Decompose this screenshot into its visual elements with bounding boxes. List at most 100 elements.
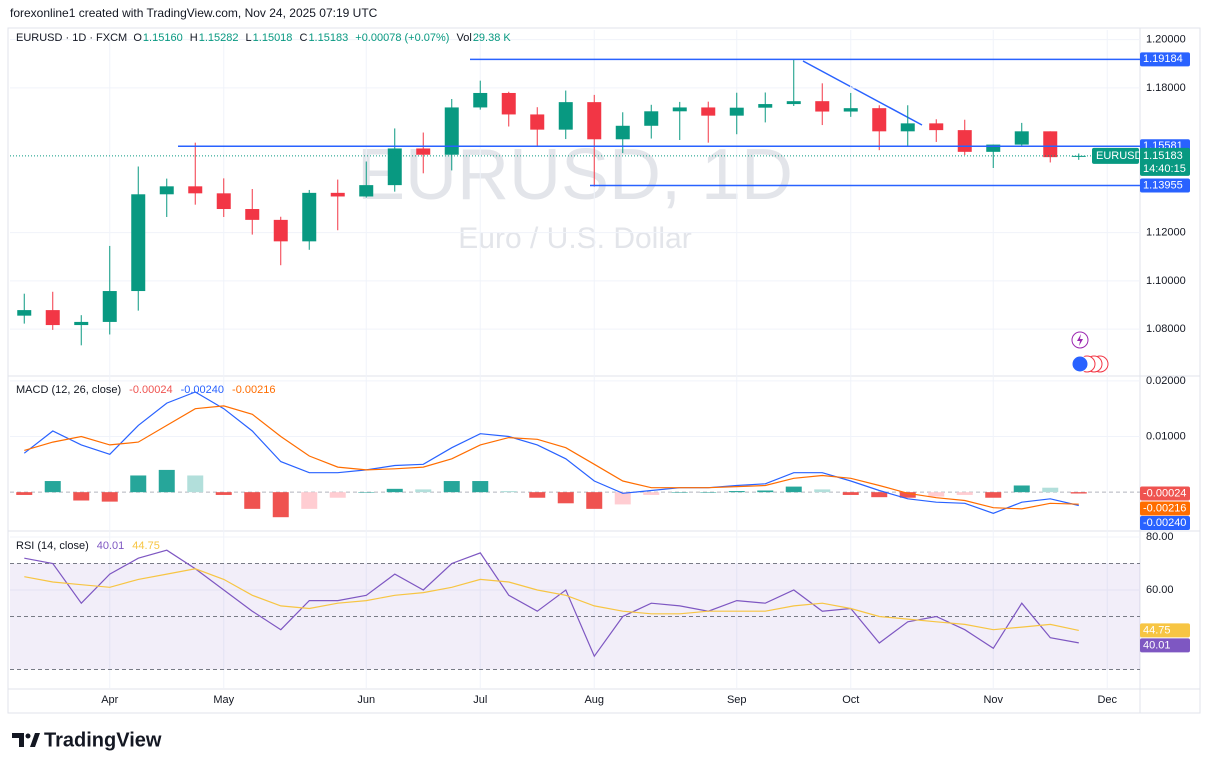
legend-label: L bbox=[245, 32, 252, 44]
candle-body bbox=[45, 310, 60, 326]
histogram-bar bbox=[500, 491, 517, 493]
series-last-label: -0.00024 bbox=[1143, 487, 1186, 499]
candle-body bbox=[1014, 131, 1029, 145]
candle-body bbox=[986, 144, 1001, 152]
histogram-bar bbox=[358, 492, 375, 493]
last-price-label: 1.15183 bbox=[1143, 150, 1183, 162]
histogram-bar bbox=[586, 492, 603, 509]
candle-body bbox=[1043, 131, 1058, 158]
histogram-bar bbox=[158, 469, 175, 493]
candle-body bbox=[615, 125, 630, 140]
legend-label: Vol bbox=[456, 32, 472, 44]
candle-body bbox=[302, 192, 317, 242]
histogram-bar bbox=[272, 492, 289, 518]
histogram-bar bbox=[244, 492, 261, 509]
histogram-bar bbox=[557, 492, 574, 504]
series-last-label: -0.00240 bbox=[1143, 517, 1186, 529]
legend-value: 1.15160 bbox=[142, 32, 183, 44]
candle-body bbox=[558, 102, 573, 130]
logo-mark bbox=[25, 733, 31, 739]
logo-text: TradingView bbox=[44, 729, 162, 751]
candle-body bbox=[672, 107, 687, 112]
histogram-bar bbox=[785, 486, 802, 493]
histogram-bar bbox=[956, 492, 973, 495]
histogram-bar bbox=[130, 475, 147, 493]
legend-change: +0.00078 (+0.07%) bbox=[355, 32, 450, 44]
hline-label-box bbox=[1140, 178, 1190, 193]
indicator-value: -0.00240 bbox=[181, 384, 224, 396]
symbol: EURUSD · 1D · FXCM bbox=[16, 32, 128, 44]
x-tick-label: Oct bbox=[842, 694, 859, 706]
x-tick-label: Apr bbox=[101, 694, 118, 706]
histogram-bar bbox=[671, 492, 688, 493]
watermark-symbol: EURUSD, 1D bbox=[357, 135, 793, 215]
series-last-label-box bbox=[1140, 638, 1190, 653]
candle-body bbox=[786, 101, 801, 105]
candle-body bbox=[501, 92, 516, 115]
last-price-box bbox=[1140, 147, 1190, 176]
candle-body bbox=[929, 123, 944, 131]
y-tick-label: 0.02000 bbox=[1146, 375, 1186, 387]
x-tick-label: Dec bbox=[1097, 694, 1117, 706]
chart-frame bbox=[7, 27, 1201, 714]
event-icon[interactable] bbox=[1071, 355, 1089, 373]
x-tick-label: Sep bbox=[727, 694, 747, 706]
candle-body bbox=[729, 107, 744, 116]
candle-body bbox=[815, 101, 830, 112]
histogram-bar bbox=[187, 475, 204, 493]
candle-body bbox=[74, 321, 89, 326]
candle-body bbox=[102, 291, 117, 322]
histogram-bar bbox=[215, 492, 232, 495]
attribution: forexonline1 created with TradingView.co… bbox=[10, 6, 378, 20]
trend-line bbox=[802, 60, 923, 126]
candle-body bbox=[701, 107, 716, 116]
histogram-bar bbox=[842, 492, 859, 495]
candle-body bbox=[188, 186, 203, 194]
histogram-bar bbox=[443, 481, 460, 493]
histogram-bar bbox=[899, 492, 916, 498]
histogram-bar bbox=[757, 490, 774, 493]
candle-body bbox=[530, 114, 545, 130]
legend-label: C bbox=[299, 32, 308, 44]
candle-body bbox=[587, 102, 602, 140]
indicator-value: 40.01 bbox=[97, 540, 125, 552]
candle-body bbox=[444, 107, 459, 155]
histogram-bar bbox=[44, 481, 61, 493]
candle-body bbox=[17, 310, 32, 316]
indicator-value: -0.00024 bbox=[129, 384, 172, 396]
footer-logo: TradingView bbox=[12, 729, 162, 751]
histogram-bar bbox=[101, 492, 118, 502]
series-last-label-box bbox=[1140, 516, 1190, 530]
hline-label: 1.19184 bbox=[1143, 53, 1183, 65]
indicator-line bbox=[23, 391, 1079, 514]
indicator-title: MACD (12, 26, close) bbox=[16, 384, 121, 396]
indicator-line bbox=[24, 405, 1079, 510]
watermark-name: Euro / U.S. Dollar bbox=[458, 222, 691, 255]
y-tick-label: 0.01000 bbox=[1146, 430, 1186, 442]
histogram-bar bbox=[73, 492, 90, 501]
candle-body bbox=[359, 185, 374, 197]
legend-value: 1.15183 bbox=[308, 32, 349, 44]
histogram-bar bbox=[871, 492, 888, 498]
indicator-title: RSI (14, close) bbox=[16, 540, 89, 552]
candle-body bbox=[131, 194, 146, 292]
countdown: 14:40:15 bbox=[1143, 163, 1186, 175]
last-price-name: EURUSD bbox=[1096, 150, 1143, 162]
histogram-bar bbox=[415, 489, 432, 493]
candle-body bbox=[957, 130, 972, 152]
histogram-bar bbox=[700, 492, 717, 493]
legend-value: 1.15282 bbox=[198, 32, 239, 44]
histogram-bar bbox=[1013, 485, 1030, 493]
histogram-bar bbox=[1042, 487, 1059, 493]
histogram-bar bbox=[1070, 492, 1087, 494]
candle-body bbox=[872, 108, 887, 132]
histogram-bar bbox=[928, 492, 945, 497]
histogram-bar bbox=[529, 492, 546, 498]
x-tick-label: Jun bbox=[357, 694, 375, 706]
series-last-label: 40.01 bbox=[1143, 639, 1171, 651]
histogram-bar bbox=[614, 492, 631, 505]
histogram-bar bbox=[386, 488, 403, 493]
y-tick-label: 1.20000 bbox=[1146, 34, 1186, 46]
